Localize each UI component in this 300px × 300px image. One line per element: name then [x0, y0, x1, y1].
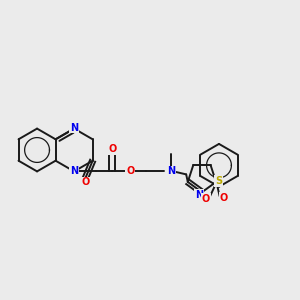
Text: O: O [81, 177, 89, 188]
Text: N: N [70, 123, 78, 133]
Text: N: N [195, 190, 203, 200]
Text: N: N [167, 167, 175, 176]
Text: N: N [70, 167, 78, 176]
Text: O: O [202, 194, 210, 204]
Text: O: O [108, 144, 116, 154]
Text: O: O [219, 193, 228, 203]
Text: S: S [215, 176, 222, 186]
Text: O: O [126, 167, 134, 176]
